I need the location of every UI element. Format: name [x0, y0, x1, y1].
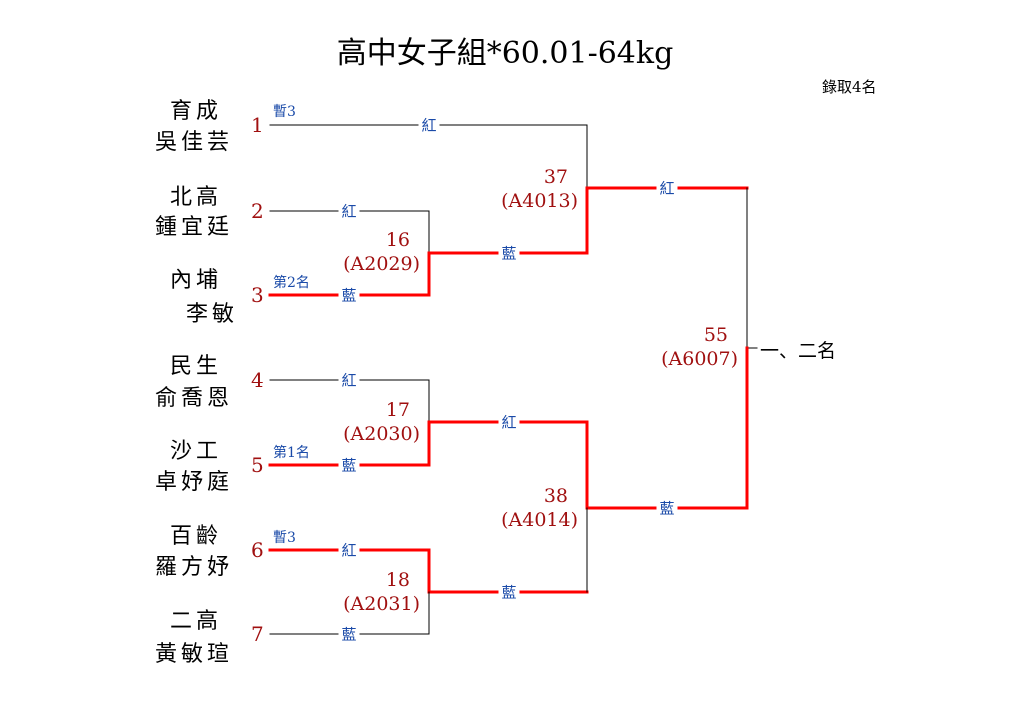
entrant-school: 百齡 [170, 524, 223, 549]
entrant-school: 育成 [170, 99, 223, 124]
line-seed-2 [269, 210, 430, 254]
entrant-note: 第2名 [273, 275, 310, 291]
line-seed-5 [268, 420, 589, 467]
match-code: (A2029) [343, 253, 420, 275]
corner-blue-label: 藍 [498, 581, 520, 603]
match-code: (A4014) [501, 509, 578, 531]
match-code: (A2031) [343, 593, 420, 615]
match-code: (A4013) [501, 190, 578, 212]
match-number: 55 [703, 324, 728, 346]
match-number: 18 [385, 569, 410, 591]
corner-red-label: 紅 [498, 411, 520, 433]
corner-red-label: 紅 [338, 200, 360, 222]
line-seed-6 [268, 548, 589, 594]
corner-red-label: 紅 [656, 177, 678, 199]
entrant-seed: 2 [251, 199, 264, 223]
match-number: 17 [385, 399, 410, 421]
corner-red-label: 紅 [338, 539, 360, 561]
line-seed-4 [269, 379, 430, 423]
line-seed-3 [268, 251, 589, 297]
line-seed-7 [269, 591, 430, 635]
corner-red-label: 紅 [338, 369, 360, 391]
entrant-school: 沙工 [170, 439, 223, 464]
line-match-37-win [585, 186, 749, 255]
entrant-name: 吳佳芸 [155, 130, 234, 155]
entrant-name: 黃敏瑄 [155, 642, 234, 667]
entrant-note: 暫3 [273, 530, 296, 546]
corner-blue-label: 藍 [498, 242, 520, 264]
line-match-55-top [746, 187, 758, 349]
final-result-label: 一、二名 [760, 340, 837, 362]
match-code: (A2030) [343, 423, 420, 445]
entrant-name: 鍾宜廷 [155, 215, 234, 240]
entrant-note: 暫3 [273, 104, 296, 120]
corner-blue-label: 藍 [338, 623, 360, 645]
entrant-name: 李敏 [186, 302, 239, 327]
corner-blue-label: 藍 [656, 497, 678, 519]
corner-blue-label: 藍 [338, 284, 360, 306]
match-code: (A6007) [661, 348, 738, 370]
entrant-note: 第1名 [273, 445, 310, 461]
match-number: 38 [543, 485, 568, 507]
entrant-school: 北高 [170, 185, 223, 210]
entrant-seed: 6 [251, 538, 264, 562]
entrant-seed: 1 [251, 113, 264, 137]
line-match-38-win [585, 420, 749, 510]
entrant-name: 俞喬恩 [155, 386, 234, 411]
entrant-seed: 5 [251, 453, 264, 477]
entrant-school: 內埔 [170, 268, 223, 293]
entrant-seed: 3 [251, 283, 264, 307]
corner-red-label: 紅 [418, 114, 440, 136]
quota-label: 錄取4名 [822, 78, 877, 96]
entrant-school: 二高 [170, 609, 223, 634]
entrant-seed: 7 [251, 622, 264, 646]
entrant-name: 羅方妤 [155, 555, 234, 580]
match-number: 16 [385, 229, 410, 251]
match-number: 37 [543, 166, 568, 188]
entrant-name: 卓妤庭 [155, 470, 234, 495]
page-title: 高中女子組*60.01-64kg [336, 36, 674, 71]
entrant-school: 民生 [170, 354, 223, 379]
entrant-seed: 4 [251, 368, 264, 392]
corner-blue-label: 藍 [338, 454, 360, 476]
